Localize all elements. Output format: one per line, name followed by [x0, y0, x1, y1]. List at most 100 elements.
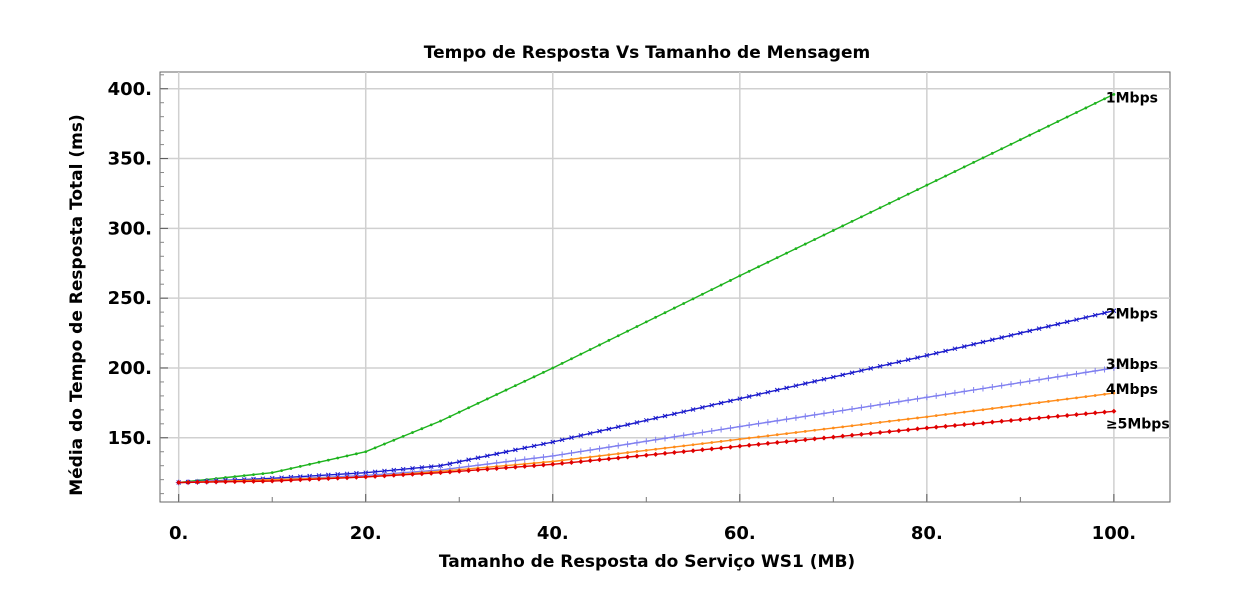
- data-point: [990, 151, 994, 155]
- data-point: [307, 476, 313, 482]
- data-point: [400, 472, 406, 478]
- data-point: [270, 471, 274, 475]
- data-point: [242, 474, 246, 478]
- data-point: [494, 451, 500, 457]
- data-point: [747, 436, 751, 440]
- data-point: [971, 421, 977, 427]
- data-point: [652, 436, 659, 443]
- data-point: [708, 428, 715, 435]
- data-point: [1110, 364, 1117, 371]
- data-point: [719, 283, 723, 287]
- data-point: [756, 441, 762, 447]
- data-point: [1054, 373, 1061, 380]
- data-point: [766, 434, 770, 438]
- data-point: [484, 453, 490, 459]
- y-axis-label: Média do Tempo de Resposta Total (ms): [67, 114, 87, 496]
- data-point: [672, 445, 676, 449]
- data-point: [475, 455, 481, 461]
- data-point: [382, 468, 387, 474]
- data-point: [961, 388, 968, 395]
- data-point: [1083, 411, 1089, 417]
- data-point: [597, 457, 603, 463]
- data-point: [663, 311, 667, 315]
- data-point: [700, 404, 705, 410]
- data-point: [1028, 133, 1032, 137]
- data-point: [373, 446, 377, 450]
- data-point: [252, 473, 255, 477]
- data-point: [1017, 417, 1023, 423]
- data-point: [485, 397, 489, 401]
- data-point: [512, 457, 519, 464]
- data-point: [605, 444, 612, 451]
- data-point: [1000, 405, 1004, 409]
- data-point: [624, 441, 631, 448]
- data-point: [690, 430, 697, 437]
- data-point: [905, 427, 911, 433]
- data-point: [241, 478, 247, 484]
- data-point: [774, 417, 781, 424]
- data-point: [738, 437, 742, 441]
- series-label: ≥5Mbps: [1106, 416, 1170, 432]
- data-point: [298, 464, 302, 468]
- data-point: [447, 469, 453, 475]
- data-point: [886, 429, 892, 435]
- data-point: [923, 394, 930, 401]
- data-point: [269, 478, 275, 484]
- data-point: [887, 361, 892, 367]
- data-point: [915, 426, 920, 432]
- data-point: [709, 446, 715, 452]
- data-point: [970, 386, 977, 393]
- data-point: [616, 334, 620, 338]
- data-point: [232, 479, 238, 485]
- data-point: [643, 417, 649, 423]
- data-point: [466, 468, 472, 474]
- data-point: [933, 392, 940, 399]
- data-point: [383, 442, 386, 446]
- data-point: [1018, 330, 1023, 336]
- data-point: [316, 476, 322, 482]
- data-point: [420, 427, 424, 431]
- data-point: [672, 306, 676, 310]
- data-point: [494, 465, 500, 471]
- data-point: [766, 260, 770, 264]
- data-point: [633, 439, 640, 446]
- data-point: [858, 404, 865, 411]
- x-tick-label: 100.: [1092, 523, 1136, 544]
- data-point: [381, 473, 387, 479]
- data-point: [598, 343, 601, 347]
- data-point: [615, 442, 622, 449]
- data-point: [439, 419, 442, 423]
- data-point: [850, 424, 854, 428]
- data-point: [1103, 97, 1106, 101]
- data-point: [820, 410, 827, 417]
- data-point: [840, 433, 846, 439]
- data-point: [325, 476, 331, 482]
- data-point: [990, 407, 994, 410]
- data-point: [728, 398, 733, 404]
- data-point: [1101, 366, 1108, 373]
- data-point: [886, 400, 893, 407]
- data-point: [288, 477, 294, 483]
- data-point: [756, 392, 761, 397]
- data-point: [784, 385, 789, 391]
- data-point: [570, 457, 573, 461]
- x-axis-label: Tamanho de Resposta do Serviço WS1 (MB): [439, 552, 855, 572]
- data-point: [699, 429, 706, 436]
- data-point: [737, 443, 743, 449]
- data-point: [914, 395, 921, 402]
- data-point: [1074, 317, 1079, 323]
- data-point: [456, 468, 462, 474]
- data-point: [512, 464, 518, 470]
- axes: 0. 20. 40. 60. 80. 100. 150. 200. 250. 300. 350. 40…: [108, 74, 1136, 544]
- data-point: [504, 388, 508, 392]
- data-point: [981, 156, 985, 160]
- data-point: [542, 460, 545, 464]
- y-tick-label: 250.: [108, 288, 152, 309]
- data-point: [747, 269, 751, 273]
- data-point: [1055, 413, 1061, 419]
- data-point: [896, 428, 902, 434]
- data-point: [1036, 376, 1043, 383]
- data-point: [392, 438, 396, 442]
- data-point: [736, 423, 743, 430]
